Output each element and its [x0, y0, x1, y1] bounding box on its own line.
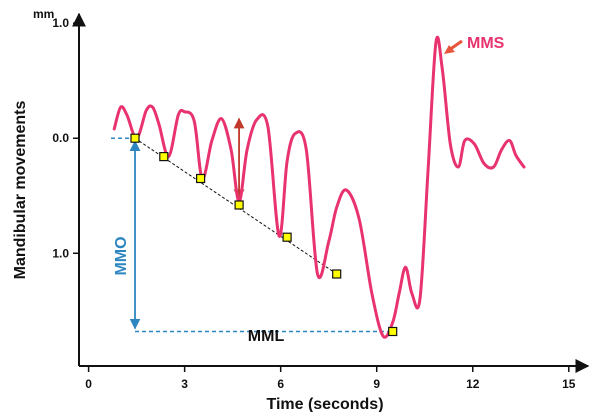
mml-label: MML	[248, 328, 285, 345]
x-axis-title: Time (seconds)	[266, 396, 383, 412]
minimum-marker	[332, 269, 342, 279]
mms-label: MMS	[467, 35, 505, 52]
mms-pointer-arrowhead	[444, 45, 455, 54]
minimum-marker	[282, 232, 292, 242]
y-tick-label: 1.0	[52, 246, 69, 260]
mandibular-signal-line	[112, 35, 526, 339]
minima-markers	[130, 133, 398, 337]
x-tick-label: 6	[277, 377, 284, 391]
mmo-label: MMO	[113, 236, 130, 275]
x-tick-label: 12	[466, 377, 480, 391]
y-tick-label: 1.0	[52, 16, 69, 30]
minimum-marker	[159, 152, 169, 162]
x-tick-label: 15	[562, 377, 576, 391]
y-tick-label: 0.0	[52, 131, 69, 145]
minimum-marker	[130, 133, 140, 143]
minimum-marker	[196, 173, 206, 184]
y-axis-unit: mm	[33, 7, 54, 21]
x-tick-label: 9	[373, 377, 380, 391]
x-axis-ticks: 0 3 6 9 12 15	[85, 366, 576, 391]
minimum-marker	[388, 326, 398, 337]
y-axis-title: Mandibular movements	[12, 101, 29, 280]
x-tick-label: 3	[181, 377, 188, 391]
minimum-marker	[234, 200, 244, 210]
y-axis-ticks: 1.0 0.0 1.0	[52, 16, 79, 260]
x-tick-label: 0	[85, 377, 92, 391]
